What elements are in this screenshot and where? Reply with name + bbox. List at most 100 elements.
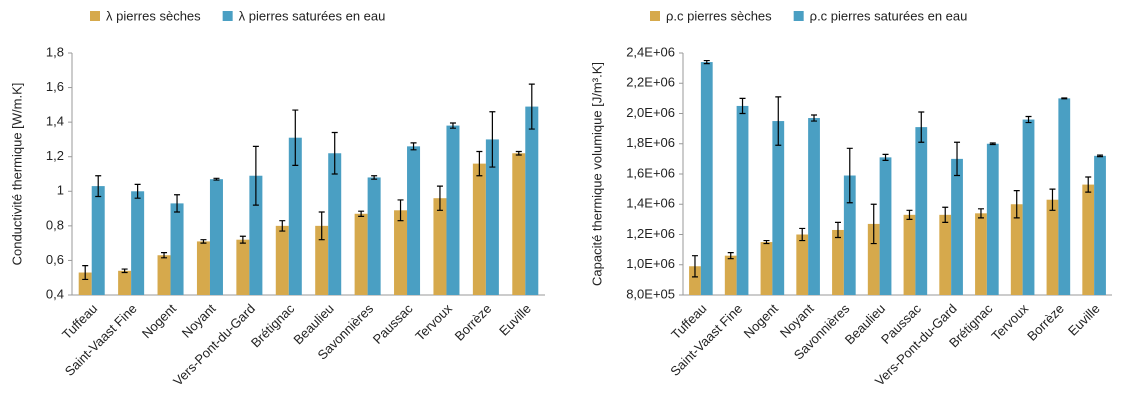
bar — [367, 177, 381, 295]
x-tick-label: Nogent — [741, 301, 782, 342]
y-axis-label: Capacité thermique volumique [J/m³.K] — [589, 62, 604, 286]
error-bar — [358, 210, 365, 217]
bar — [288, 137, 302, 295]
error-bar — [528, 83, 535, 130]
x-tick-label: Paussac — [370, 301, 416, 347]
error-bar — [989, 142, 996, 146]
bar — [525, 106, 539, 295]
bar — [78, 272, 92, 295]
error-bar — [515, 150, 522, 156]
error-bar — [954, 141, 961, 177]
bar — [249, 175, 263, 295]
error-bar — [703, 59, 710, 65]
bar — [843, 175, 856, 295]
y-tick-label: 1,2 — [46, 148, 64, 163]
bar — [1058, 98, 1071, 295]
y-tick-label: 1,2E+06 — [626, 226, 675, 241]
error-bar — [918, 111, 925, 143]
error-bar — [1049, 188, 1056, 211]
bar — [472, 163, 486, 295]
error-bar — [942, 206, 949, 223]
bar — [975, 213, 987, 295]
bar — [131, 191, 145, 295]
error-bar — [279, 220, 286, 232]
error-bar — [1061, 97, 1068, 100]
bar — [939, 214, 952, 295]
error-bar — [799, 227, 806, 242]
error-bar — [727, 252, 734, 260]
error-bar — [331, 131, 338, 175]
error-bar — [252, 145, 259, 206]
bar — [808, 118, 820, 295]
y-tick-label: 1 — [57, 183, 64, 198]
error-bar — [239, 235, 246, 244]
y-tick-label: 0,8 — [46, 217, 64, 232]
bar — [724, 255, 737, 295]
y-tick-label: 1,8E+06 — [626, 135, 675, 150]
bar — [1022, 119, 1035, 295]
y-tick-label: 0,6 — [46, 252, 64, 267]
y-tick-label: 8,0E+05 — [626, 286, 675, 301]
y-tick-label: 2,2E+06 — [626, 75, 675, 90]
error-bar — [95, 175, 102, 198]
legend-label: λ pierres saturées en eau — [239, 8, 386, 23]
bar — [512, 153, 526, 295]
legend-swatch — [222, 11, 233, 21]
bar — [832, 229, 844, 295]
bar — [407, 146, 421, 295]
error-bar — [906, 209, 913, 220]
bar — [354, 213, 368, 295]
bar — [1046, 199, 1059, 295]
y-tick-label: 0,4 — [46, 286, 64, 301]
bar — [91, 186, 105, 295]
error-bar — [121, 268, 128, 274]
error-bar — [1025, 115, 1032, 124]
bar — [446, 125, 460, 295]
bar — [736, 105, 749, 295]
bar — [760, 242, 773, 295]
x-tick-label: Nogent — [139, 301, 180, 342]
error-bar — [811, 114, 818, 122]
error-bar — [1097, 154, 1104, 158]
legend-label: ρ.c pierres sèches — [666, 8, 772, 23]
error-bar — [691, 255, 698, 278]
bar — [879, 157, 892, 295]
error-bar — [292, 109, 299, 166]
bar — [196, 241, 210, 295]
error-bar — [410, 142, 417, 151]
bar — [700, 62, 713, 296]
bar — [986, 143, 999, 295]
bar — [951, 158, 963, 295]
error-bar — [763, 239, 770, 245]
error-bar — [213, 177, 220, 181]
bar — [170, 203, 184, 295]
bar — [236, 239, 250, 295]
bar — [903, 214, 916, 295]
bar — [328, 153, 342, 295]
bar — [433, 198, 447, 295]
error-bar — [161, 252, 168, 259]
bar — [157, 255, 171, 295]
y-tick-label: 1,4E+06 — [626, 196, 675, 211]
x-tick-label: Tervoux — [988, 301, 1031, 344]
bar — [394, 210, 408, 295]
bar — [689, 266, 701, 295]
legend-swatch — [90, 11, 100, 21]
bar — [915, 127, 928, 295]
x-tick-label: Euville — [496, 301, 534, 339]
x-tick-label: Tervoux — [412, 301, 455, 344]
y-axis-label: Conductivité thermique [W/m.K] — [9, 83, 24, 266]
error-bar — [476, 150, 483, 177]
error-bar — [977, 208, 984, 219]
y-tick-label: 1,6E+06 — [626, 165, 675, 180]
y-tick-label: 1,4 — [46, 114, 64, 129]
error-bar — [1013, 190, 1020, 219]
bar — [796, 234, 809, 295]
x-tick-label: Borrèze — [452, 301, 495, 344]
bar — [772, 121, 785, 295]
x-tick-label: Brétignac — [248, 301, 298, 351]
y-tick-label: 2,4E+06 — [626, 44, 675, 59]
error-bar — [318, 211, 325, 241]
error-bar — [174, 194, 181, 213]
